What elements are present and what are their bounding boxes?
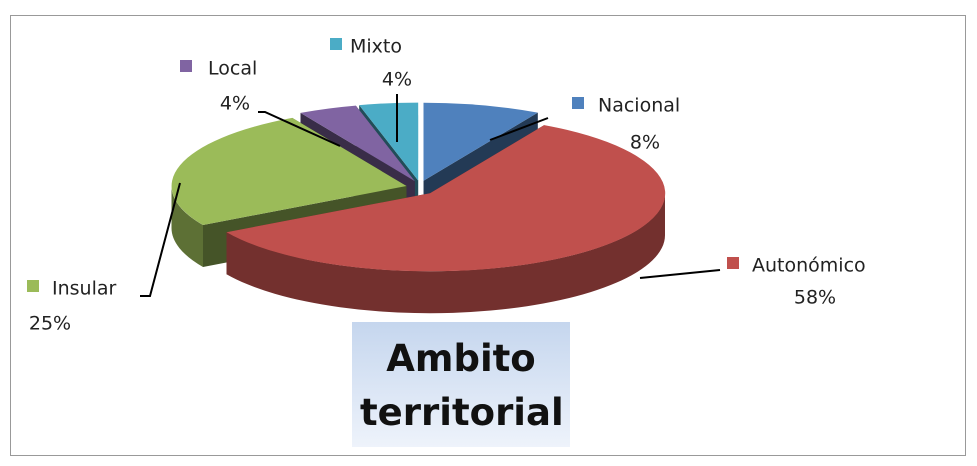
value-label: 4% [220, 93, 250, 115]
value-label: 4% [382, 69, 412, 91]
value-label: 25% [29, 313, 71, 335]
slice-side [226, 193, 665, 314]
leader-line [140, 182, 181, 297]
leader-line [489, 117, 549, 141]
slice [171, 117, 407, 225]
category-label: Autonómico [752, 255, 866, 277]
chart-title: Ambito territorial [352, 322, 570, 447]
value-label: 58% [794, 287, 836, 309]
value-label: 8% [630, 132, 660, 154]
slice [359, 102, 419, 181]
slice [300, 105, 415, 182]
leader-line [639, 269, 721, 279]
legend-swatch [27, 280, 39, 292]
slice [226, 125, 666, 272]
category-label: Mixto [350, 36, 402, 58]
leader-line [258, 111, 341, 147]
legend-swatch [727, 257, 739, 269]
slice [423, 102, 538, 181]
legend-swatch [330, 38, 342, 50]
slice-side [171, 186, 203, 267]
category-label: Insular [52, 278, 117, 300]
legend-swatch [180, 60, 192, 72]
category-label: Nacional [598, 95, 680, 117]
legend-swatch [572, 97, 584, 109]
category-label: Local [208, 58, 257, 80]
